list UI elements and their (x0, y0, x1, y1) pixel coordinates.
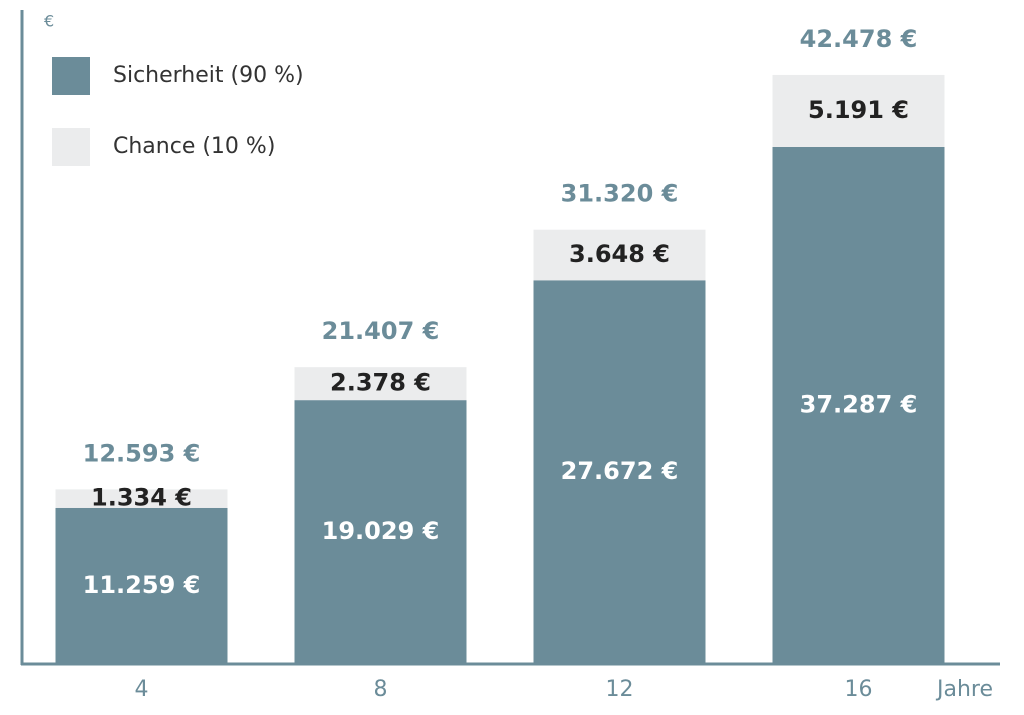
bar-segment (294, 400, 467, 664)
legend-label: Sicherheit (90 %) (113, 63, 304, 88)
total-label: 31.320 € (561, 180, 679, 208)
bar-segment (772, 74, 945, 147)
legend-swatch (52, 128, 90, 166)
x-tick-label: 8 (374, 677, 388, 702)
value-label: 11.259 € (83, 571, 201, 599)
x-axis-label: Jahre (935, 677, 993, 702)
x-tick-label: 16 (845, 677, 873, 702)
total-label: 21.407 € (322, 317, 440, 345)
value-label: 19.029 € (322, 517, 440, 545)
value-label: 37.287 € (800, 390, 918, 418)
bar-segment (294, 367, 467, 401)
x-tick-label: 4 (135, 677, 149, 702)
value-label: 27.672 € (561, 457, 679, 485)
total-label: 42.478 € (800, 25, 918, 53)
bar-segment (533, 229, 706, 281)
bar-segment (55, 489, 228, 508)
value-label: 5.191 € (808, 96, 909, 124)
legend-swatch (52, 57, 90, 95)
bar-segment (772, 146, 945, 664)
value-label: 2.378 € (330, 369, 431, 397)
value-label: 1.334 € (91, 484, 192, 512)
bar-segment (55, 507, 228, 664)
legend-label: Chance (10 %) (113, 134, 275, 159)
y-axis-label: € (44, 12, 54, 31)
x-tick-label: 12 (606, 677, 634, 702)
value-label: 3.648 € (569, 240, 670, 268)
bar-segment (533, 280, 706, 664)
total-label: 12.593 € (83, 439, 201, 467)
